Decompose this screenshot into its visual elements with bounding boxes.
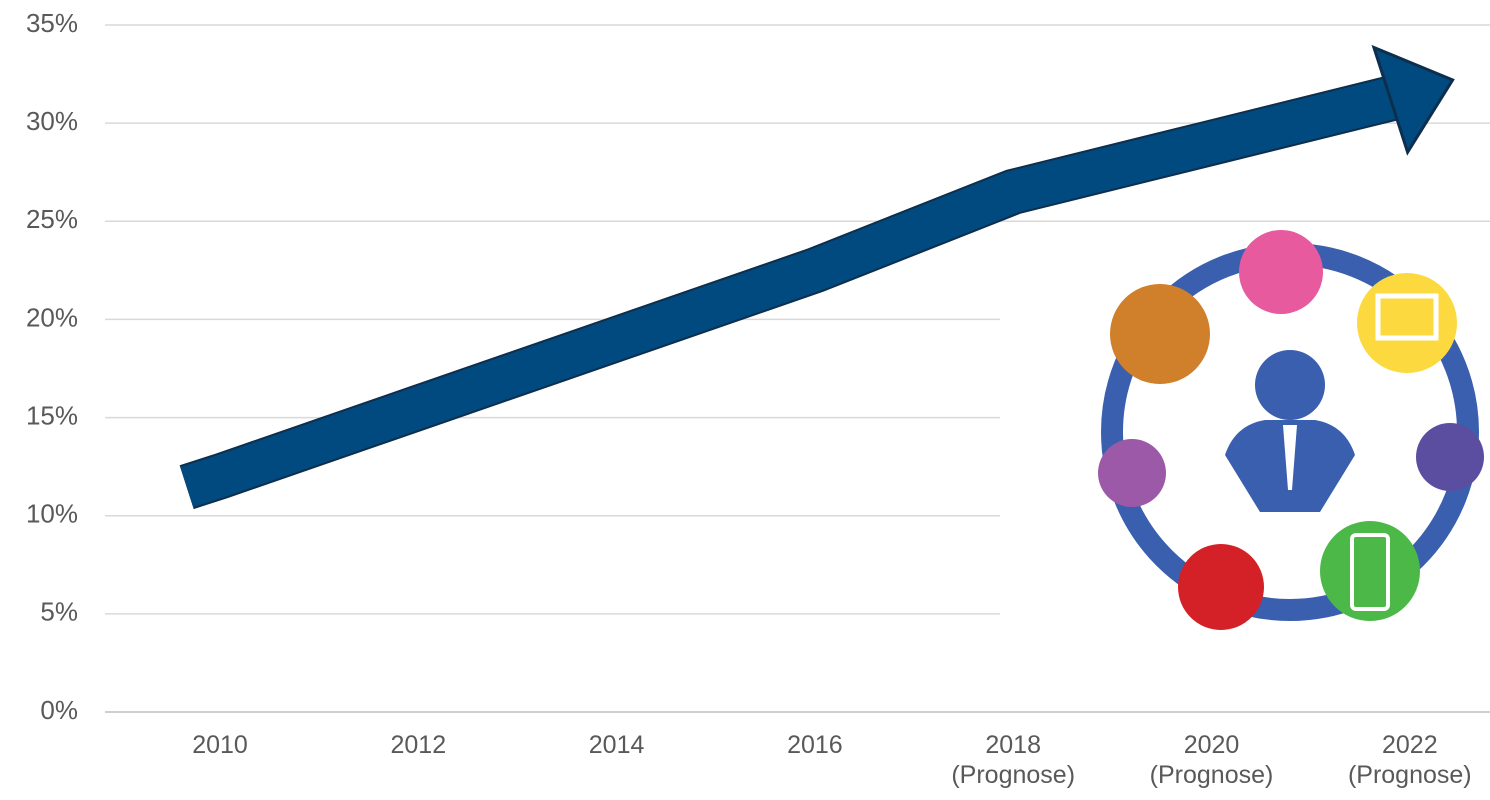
series [179, 44, 1455, 510]
store-icon [1239, 230, 1323, 314]
y-tick-label: 15% [26, 400, 78, 430]
y-tick-label: 25% [26, 204, 78, 234]
book-icon [1178, 544, 1264, 630]
computer-icon [1357, 273, 1457, 373]
x-tick-label: 2012 [390, 731, 447, 759]
x-tick-label: 2016 [787, 731, 843, 759]
x-tick-label: 2020 (Prognose) [1149, 731, 1274, 789]
x-tick-label: 2018 (Prognose) [951, 731, 1076, 789]
y-tick-label: 30% [26, 106, 78, 136]
x-tick-label: 2022 (Prognose) [1347, 731, 1472, 789]
arrow-head [1371, 44, 1455, 156]
tie [1283, 425, 1297, 490]
y-tick-label: 5% [40, 597, 78, 627]
social-icon [1110, 284, 1210, 384]
person-head [1255, 350, 1325, 420]
omnichannel-illustration [1000, 230, 1490, 640]
y-tick-label: 20% [26, 302, 78, 332]
phone-icon [1320, 521, 1420, 621]
arrow-shaft [180, 73, 1415, 508]
tv-icon [1416, 423, 1484, 491]
computer-screen [1375, 293, 1439, 341]
y-tick-label: 0% [40, 695, 78, 725]
y-tick-label: 10% [26, 499, 78, 529]
x-tick-label: 2010 [192, 731, 248, 759]
tablet-icon [1098, 439, 1166, 507]
y-tick-label: 35% [26, 8, 78, 38]
phone-shape [1350, 533, 1390, 611]
x-tick-label: 2014 [588, 731, 645, 759]
